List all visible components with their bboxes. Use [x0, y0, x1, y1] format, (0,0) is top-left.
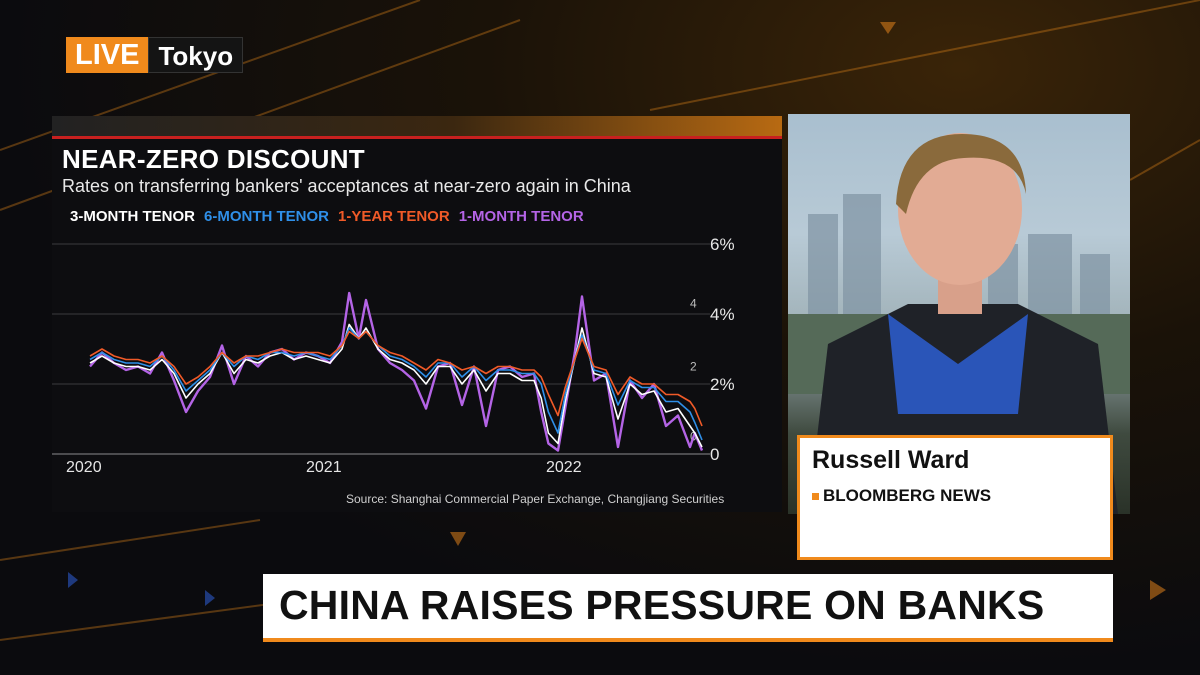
chart-red-rule: [52, 136, 782, 139]
headline-text: CHINA RAISES PRESSURE ON BANKS: [279, 582, 1045, 628]
speaker-org: BLOOMBERG NEWS: [812, 486, 991, 506]
presenter-scene: [788, 133, 1130, 514]
y-tick-label: 6%: [710, 235, 735, 254]
y-tick-label: 2%: [710, 375, 735, 394]
location-label: Tokyo: [148, 37, 244, 73]
x-tick-label: 2020: [66, 459, 102, 476]
chart-title: NEAR-ZERO DISCOUNT: [62, 144, 365, 174]
speaker-name: Russell Ward: [812, 446, 970, 474]
headline-bar: CHINA RAISES PRESSURE ON BANKS: [263, 574, 1113, 642]
speaker-org-label: BLOOMBERG NEWS: [823, 486, 992, 505]
series-line-6-month-tenor: [89, 327, 703, 441]
x-tick-label: 2021: [306, 459, 342, 476]
orange-square-icon: [812, 492, 819, 500]
live-label: LIVE: [66, 37, 149, 73]
legend-item-1-month-tenor: 1-MONTH TENOR: [458, 208, 584, 225]
legend-item-6-month-tenor: 6-MONTH TENOR: [204, 208, 329, 225]
speaker-lower-third: Russell Ward BLOOMBERG NEWS: [797, 435, 1113, 560]
chart-legend: 3-MONTH TENOR 6-MONTH TENOR 1-YEAR TENOR 1-…: [70, 208, 584, 225]
legend-item-3-month-tenor: 3-MONTH TENOR: [70, 208, 195, 225]
right-axis-marker: 2: [690, 360, 697, 374]
x-tick-label: 2022: [546, 459, 582, 476]
chart-subtitle: Rates on transferring bankers' acceptanc…: [62, 176, 631, 196]
legend-item-1-year-tenor: 1-YEAR TENOR: [338, 208, 450, 225]
chart-top-bar: [52, 116, 782, 136]
chart-panel: NEAR-ZERO DISCOUNT Rates on transferring…: [52, 116, 782, 512]
chart-source: Source: Shanghai Commercial Paper Exchan…: [346, 492, 725, 506]
y-tick-label: 4%: [710, 305, 735, 324]
series-line-1-month-tenor: [89, 291, 704, 452]
y-tick-label: 0: [710, 445, 719, 464]
live-badge: LIVE Tokyo: [66, 37, 244, 73]
right-axis-marker: 4: [690, 297, 697, 311]
series-line-3-month-tenor: [89, 323, 703, 448]
series-line-1-year-tenor: [89, 330, 703, 427]
